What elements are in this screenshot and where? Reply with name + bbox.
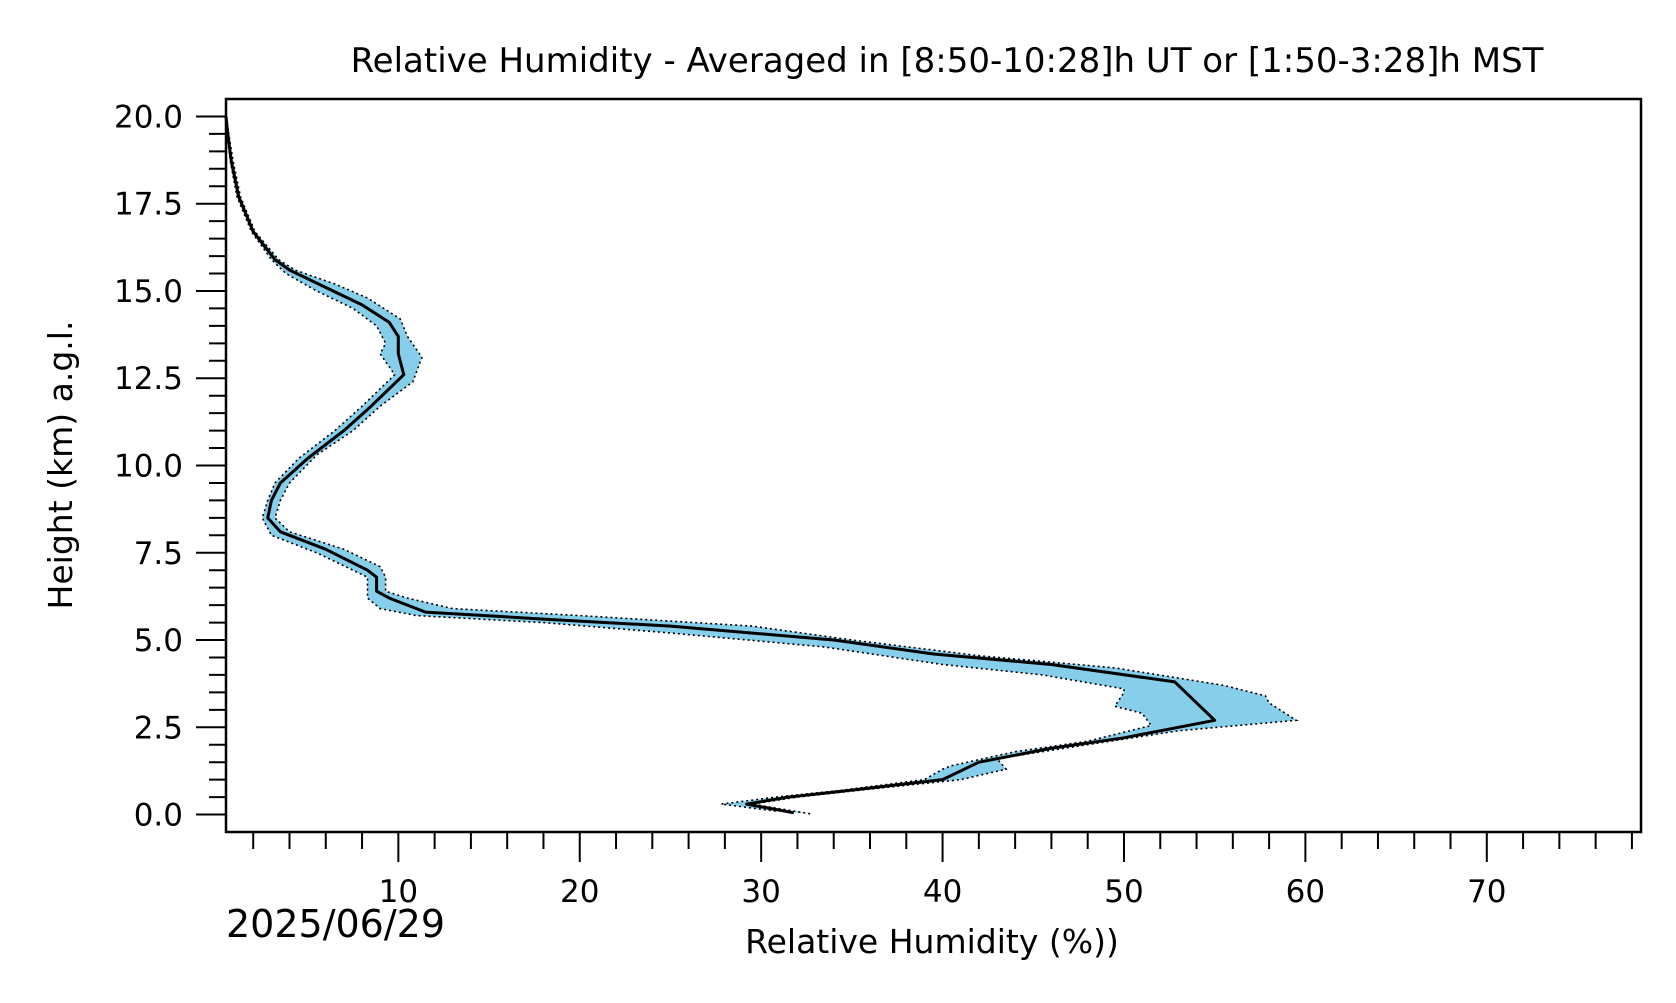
- x-tick-label: 60: [1286, 874, 1325, 910]
- y-tick-label: 15.0: [114, 274, 183, 310]
- uncertainty-band-layer: [225, 116, 1299, 815]
- band-upper-edge: [225, 116, 1299, 815]
- x-tick-label: 20: [560, 874, 599, 910]
- y-tick-label: 2.5: [134, 710, 183, 746]
- axes-frame: [224, 97, 1643, 834]
- x-tick-label: 30: [741, 874, 780, 910]
- x-axis-ticks: 10 20 30 40 50 60 70: [252, 832, 1633, 910]
- uncertainty-band: [226, 116, 1297, 814]
- mean-line-layer: [224, 116, 1217, 815]
- x-tick-label: 40: [923, 874, 962, 910]
- y-tick-label: 10.0: [114, 449, 183, 485]
- x-tick-label: 70: [1467, 874, 1506, 910]
- y-tick-label: 7.5: [134, 536, 183, 572]
- y-axis-label: Height (km) a.g.l.: [41, 321, 80, 610]
- y-axis-ticks: 0.0 2.5 5.0 7.5 10.0 12.5 15.0 17.5 20.0: [114, 99, 226, 834]
- chart-title: Relative Humidity - Averaged in [8:50-10…: [351, 41, 1544, 81]
- x-axis-label: Relative Humidity (%)): [745, 922, 1119, 961]
- x-tick-label: 50: [1104, 874, 1143, 910]
- plot-area: [224, 116, 1299, 815]
- y-tick-label: 5.0: [134, 623, 183, 659]
- y-tick-label: 12.5: [114, 361, 183, 397]
- date-label: 2025/06/29: [226, 902, 445, 946]
- y-tick-label: 0.0: [134, 798, 183, 834]
- y-tick-label: 17.5: [114, 187, 183, 223]
- mean-rh-line: [224, 116, 1217, 815]
- x-tick-label: 10: [379, 874, 418, 910]
- band-lower-edge: [225, 116, 1153, 812]
- y-tick-label: 20.0: [114, 99, 183, 135]
